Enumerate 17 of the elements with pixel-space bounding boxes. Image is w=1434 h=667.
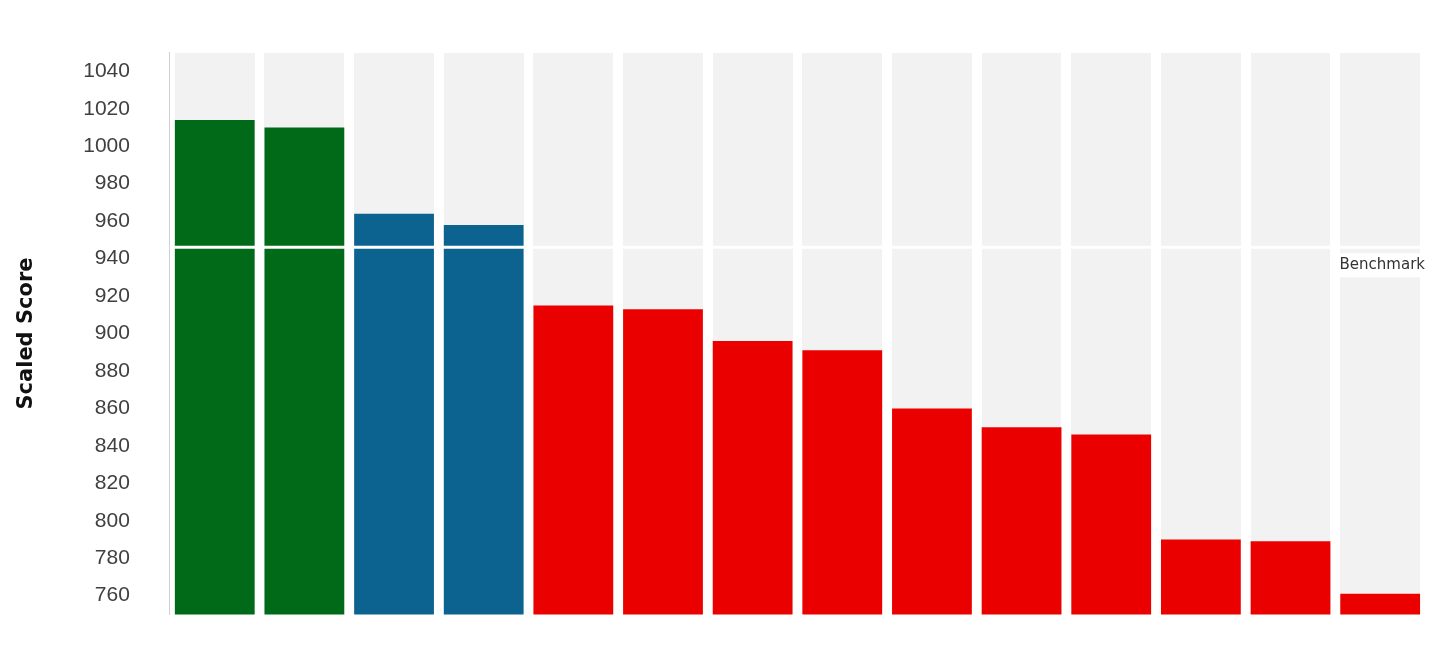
y-tick-label: 940 <box>94 245 130 269</box>
y-tick-label: 780 <box>94 545 130 569</box>
y-tick-label: 820 <box>94 470 130 494</box>
y-tick-label: 960 <box>94 207 130 231</box>
y-tick-label: 760 <box>94 582 130 606</box>
ref-line-label: Benchmark <box>1339 255 1426 274</box>
y-tick-label: 880 <box>94 357 130 381</box>
y-tick-label: 920 <box>94 282 130 306</box>
y-tick-label: 1020 <box>83 95 130 119</box>
y-axis-title: Scaled Score <box>13 257 38 410</box>
y-tick-label: 860 <box>94 395 130 419</box>
y-tick-label: 980 <box>94 170 130 194</box>
y-tick-label: 1040 <box>83 58 130 82</box>
y-tick-label: 800 <box>94 507 130 531</box>
y-tick-label: 900 <box>94 320 130 344</box>
y-tick-label: 840 <box>94 432 130 456</box>
y-tick-label: 1000 <box>83 133 130 157</box>
